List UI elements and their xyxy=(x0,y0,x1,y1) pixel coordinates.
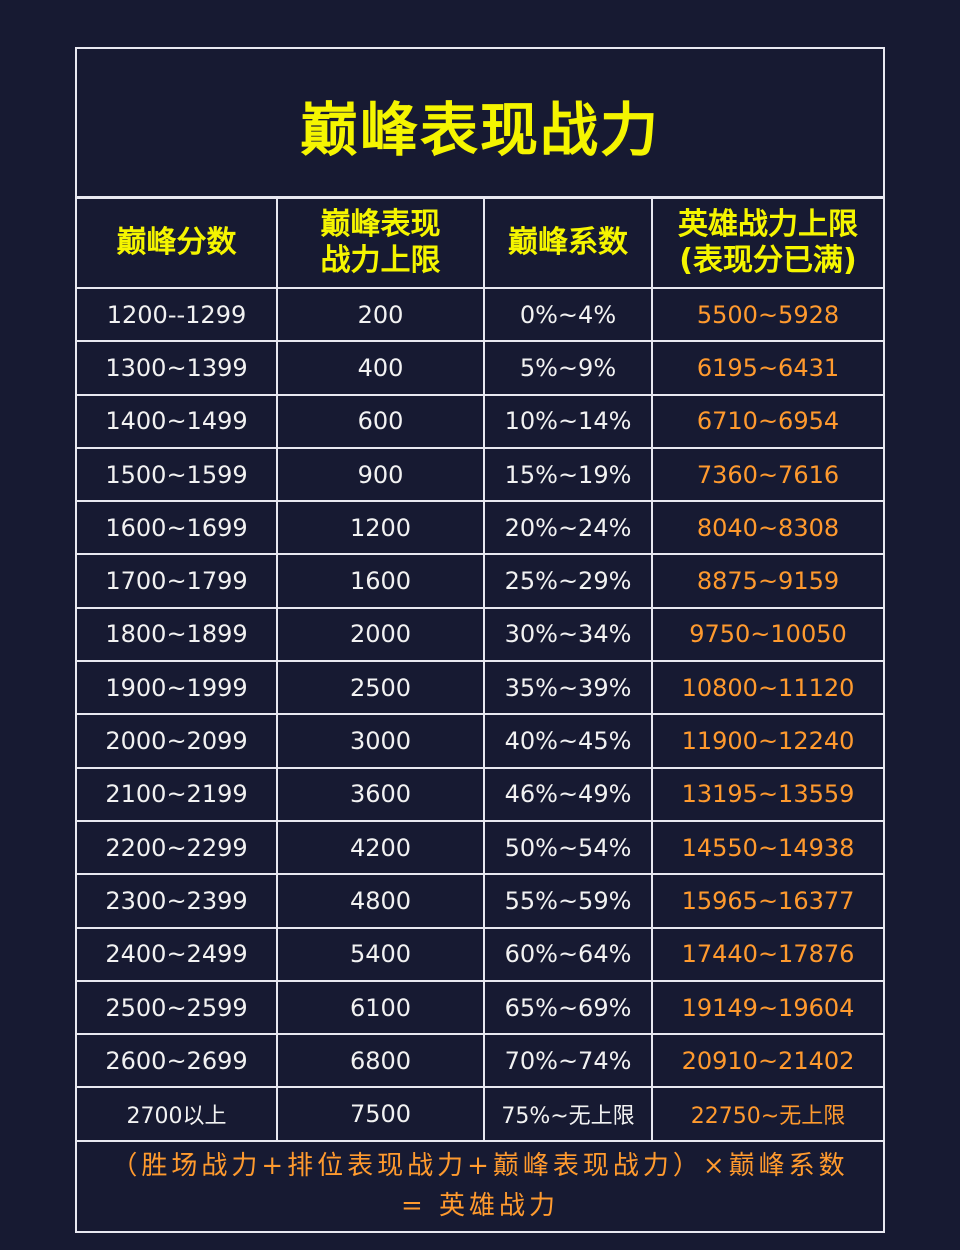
cell-coef: 10%~14% xyxy=(483,393,653,449)
cell-score: 2700以上 xyxy=(77,1086,278,1142)
cell-limit: 600 xyxy=(276,393,485,449)
header-row: 巅峰分数 巅峰表现 战力上限 巅峰系数 英雄战力上限 (表现分已满) xyxy=(77,199,883,289)
header-peak-coef: 巅峰系数 xyxy=(483,199,653,289)
cell-limit: 1600 xyxy=(276,553,485,609)
cell-score: 2600~2699 xyxy=(77,1033,278,1089)
table-row: 2400~2499 5400 60%~64% 17440~17876 xyxy=(77,926,883,982)
header-peak-limit-line1: 巅峰表现 xyxy=(320,207,441,242)
cell-power: 14550~14938 xyxy=(651,819,883,876)
cell-coef: 60%~64% xyxy=(483,926,653,982)
table-row: 2100~2199 3600 46%~49% 13195~13559 xyxy=(77,766,883,822)
table-row: 1400~1499 600 10%~14% 6710~6954 xyxy=(77,393,883,449)
table-row: 2600~2699 6800 70%~74% 20910~21402 xyxy=(77,1033,883,1089)
cell-power: 19149~19604 xyxy=(651,979,883,1036)
cell-power: 13195~13559 xyxy=(651,766,883,822)
table-row: 1800~1899 2000 30%~34% 9750~10050 xyxy=(77,606,883,663)
power-table: 巅峰分数 巅峰表现 战力上限 巅峰系数 英雄战力上限 (表现分已满) 1200-… xyxy=(77,199,883,1142)
cell-power: 7360~7616 xyxy=(651,446,883,503)
cell-power: 22750~无上限 xyxy=(651,1086,883,1142)
page-title: 巅峰表现战力 xyxy=(299,95,660,164)
cell-coef: 75%~无上限 xyxy=(483,1086,653,1142)
header-peak-score-label: 巅峰分数 xyxy=(116,225,237,260)
cell-coef: 35%~39% xyxy=(483,660,653,716)
table-row: 1300~1399 400 5%~9% 6195~6431 xyxy=(77,340,883,396)
header-peak-limit: 巅峰表现 战力上限 xyxy=(276,199,485,289)
cell-limit: 7500 xyxy=(276,1086,485,1142)
table-row: 2700以上 7500 75%~无上限 22750~无上限 xyxy=(77,1086,883,1142)
formula-note: （胜场战力+排位表现战力+巅峰表现战力）×巅峰系数 = 英雄战力 xyxy=(77,1142,883,1231)
header-peak-score: 巅峰分数 xyxy=(77,199,278,289)
cell-score: 2500~2599 xyxy=(77,979,278,1036)
header-peak-limit-line2: 战力上限 xyxy=(320,243,441,278)
header-hero-power: 英雄战力上限 (表现分已满) xyxy=(651,199,883,289)
cell-coef: 40%~45% xyxy=(483,713,653,769)
cell-power: 11900~12240 xyxy=(651,713,883,769)
cell-power: 8040~8308 xyxy=(651,500,883,556)
cell-power: 10800~11120 xyxy=(651,660,883,716)
table-row: 1900~1999 2500 35%~39% 10800~11120 xyxy=(77,660,883,716)
cell-limit: 4200 xyxy=(276,819,485,876)
table-row: 1600~1699 1200 20%~24% 8040~8308 xyxy=(77,500,883,556)
cell-score: 2200~2299 xyxy=(77,819,278,876)
table-row: 2000~2099 3000 40%~45% 11900~12240 xyxy=(77,713,883,769)
cell-limit: 5400 xyxy=(276,926,485,982)
cell-limit: 200 xyxy=(276,286,485,343)
cell-score: 1800~1899 xyxy=(77,606,278,663)
cell-coef: 0%~4% xyxy=(483,286,653,343)
cell-score: 1300~1399 xyxy=(77,340,278,396)
cell-coef: 50%~54% xyxy=(483,819,653,876)
cell-limit: 6800 xyxy=(276,1033,485,1089)
cell-coef: 5%~9% xyxy=(483,340,653,396)
cell-coef: 15%~19% xyxy=(483,446,653,503)
cell-score: 2000~2099 xyxy=(77,713,278,769)
cell-score: 2100~2199 xyxy=(77,766,278,822)
cell-coef: 46%~49% xyxy=(483,766,653,822)
header-peak-coef-label: 巅峰系数 xyxy=(508,225,628,260)
cell-limit: 1200 xyxy=(276,500,485,556)
cell-coef: 25%~29% xyxy=(483,553,653,609)
title-box: 巅峰表现战力 xyxy=(77,49,883,199)
cell-coef: 30%~34% xyxy=(483,606,653,663)
cell-limit: 3000 xyxy=(276,713,485,769)
cell-coef: 70%~74% xyxy=(483,1033,653,1089)
cell-score: 1900~1999 xyxy=(77,660,278,716)
cell-limit: 4800 xyxy=(276,873,485,929)
cell-power: 6195~6431 xyxy=(651,340,883,396)
cell-limit: 6100 xyxy=(276,979,485,1036)
cell-power: 8875~9159 xyxy=(651,553,883,609)
cell-coef: 20%~24% xyxy=(483,500,653,556)
cell-limit: 400 xyxy=(276,340,485,396)
cell-limit: 900 xyxy=(276,446,485,503)
formula-line1: （胜场战力+排位表现战力+巅峰表现战力）×巅峰系数 xyxy=(111,1151,849,1182)
cell-coef: 55%~59% xyxy=(483,873,653,929)
table-row: 2500~2599 6100 65%~69% 19149~19604 xyxy=(77,979,883,1036)
cell-score: 1200--1299 xyxy=(77,286,278,343)
cell-limit: 3600 xyxy=(276,766,485,822)
cell-score: 2400~2499 xyxy=(77,926,278,982)
cell-power: 17440~17876 xyxy=(651,926,883,982)
header-hero-power-line2: (表现分已满) xyxy=(679,243,857,278)
formula-line2: = 英雄战力 xyxy=(400,1191,560,1222)
cell-limit: 2500 xyxy=(276,660,485,716)
cell-power: 9750~10050 xyxy=(651,606,883,663)
header-hero-power-line1: 英雄战力上限 xyxy=(678,207,858,242)
cell-score: 1400~1499 xyxy=(77,393,278,449)
table-row: 1200--1299 200 0%~4% 5500~5928 xyxy=(77,286,883,343)
cell-power: 6710~6954 xyxy=(651,393,883,449)
table-row: 1500~1599 900 15%~19% 7360~7616 xyxy=(77,446,883,503)
cell-coef: 65%~69% xyxy=(483,979,653,1036)
cell-power: 15965~16377 xyxy=(651,873,883,929)
cell-power: 5500~5928 xyxy=(651,286,883,343)
cell-limit: 2000 xyxy=(276,606,485,663)
cell-score: 2300~2399 xyxy=(77,873,278,929)
cell-score: 1700~1799 xyxy=(77,553,278,609)
table-row: 1700~1799 1600 25%~29% 8875~9159 xyxy=(77,553,883,609)
table-frame: 巅峰表现战力 巅峰分数 巅峰表现 战力上限 巅峰系数 英雄战力上限 (表现分已满… xyxy=(75,47,885,1233)
cell-score: 1600~1699 xyxy=(77,500,278,556)
cell-power: 20910~21402 xyxy=(651,1033,883,1089)
cell-score: 1500~1599 xyxy=(77,446,278,503)
table-row: 2200~2299 4200 50%~54% 14550~14938 xyxy=(77,819,883,876)
table-row: 2300~2399 4800 55%~59% 15965~16377 xyxy=(77,873,883,929)
